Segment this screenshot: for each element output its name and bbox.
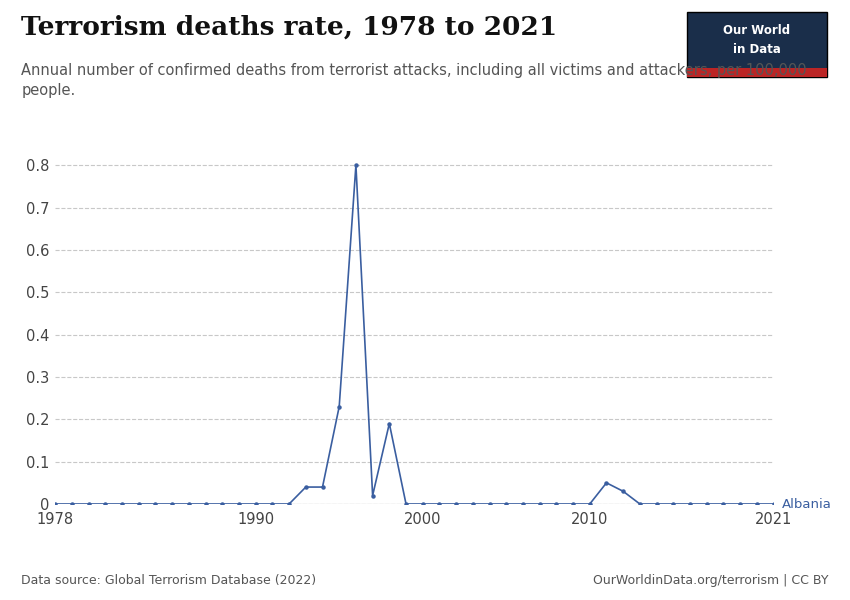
Text: Our World: Our World [723, 23, 791, 37]
Text: OurWorldinData.org/terrorism | CC BY: OurWorldinData.org/terrorism | CC BY [593, 574, 829, 587]
Text: Data source: Global Terrorism Database (2022): Data source: Global Terrorism Database (… [21, 574, 316, 587]
Text: Terrorism deaths rate, 1978 to 2021: Terrorism deaths rate, 1978 to 2021 [21, 15, 558, 40]
Text: Albania: Albania [782, 497, 832, 511]
Text: Annual number of confirmed deaths from terrorist attacks, including all victims : Annual number of confirmed deaths from t… [21, 63, 807, 98]
FancyBboxPatch shape [687, 12, 827, 77]
Bar [687, 68, 827, 77]
Text: in Data: in Data [733, 43, 781, 56]
